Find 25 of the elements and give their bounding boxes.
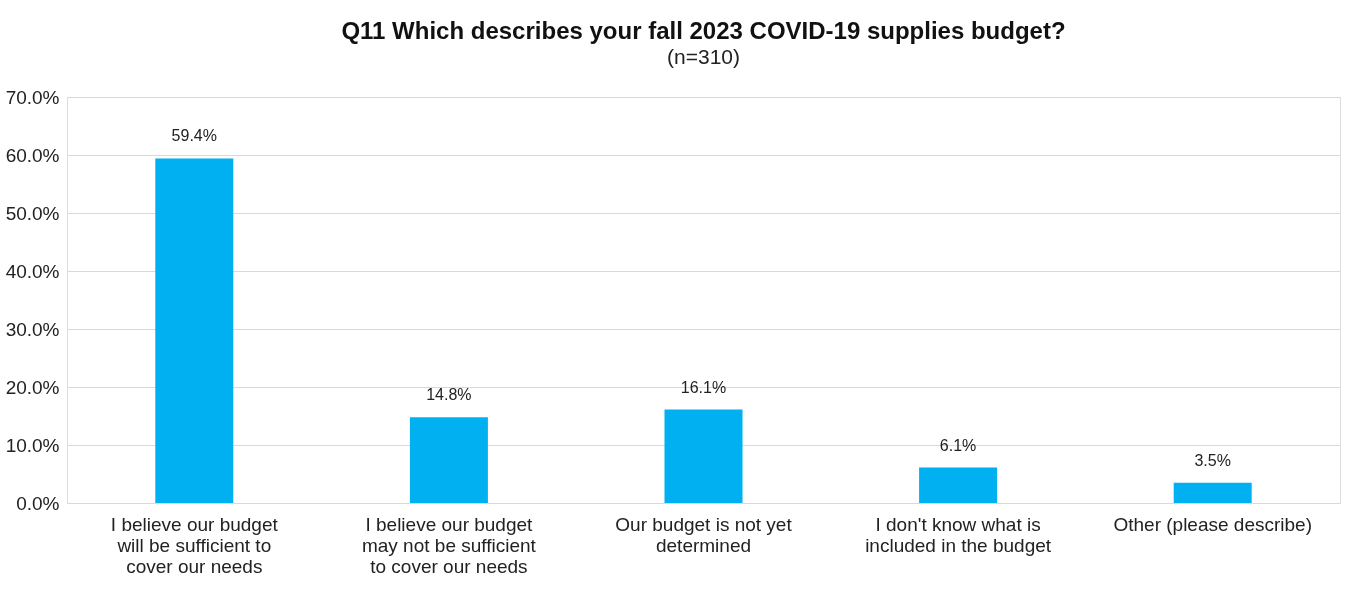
data-label: 6.1% xyxy=(939,436,977,454)
bar xyxy=(409,417,488,503)
y-tick-label: 10.0% xyxy=(5,434,60,456)
data-label: 3.5% xyxy=(1194,451,1231,469)
y-tick-label: 50.0% xyxy=(5,202,60,224)
y-tick-label: 30.0% xyxy=(5,318,60,340)
data-label: 16.1% xyxy=(680,378,727,396)
y-tick-label: 40.0% xyxy=(5,260,60,282)
y-tick-label: 60.0% xyxy=(5,144,60,166)
x-tick-label: Our budget is not yet determined xyxy=(615,513,793,556)
x-tick-label: I don't know what is included in the budget xyxy=(865,513,1052,556)
x-tick-label: Other (please describe) xyxy=(1113,513,1312,535)
data-label: 59.4% xyxy=(171,127,217,145)
chart-subtitle: (n=310) xyxy=(667,45,740,68)
bar xyxy=(155,158,234,503)
bar xyxy=(919,467,998,503)
y-tick-label: 70.0% xyxy=(5,86,60,108)
y-tick-label: 20.0% xyxy=(5,376,60,398)
bar xyxy=(664,409,743,503)
bar xyxy=(1173,482,1252,503)
x-tick-label: I believe our budget may not be sufficient to cover our needs xyxy=(361,513,537,577)
data-label: 14.8% xyxy=(426,386,472,404)
chart-title: Q11 Which describes your fall 2023 COVID-19 supplies budget? xyxy=(341,17,1066,44)
x-tick-label: I believe our budget will be sufficient to cover our needs xyxy=(110,513,279,577)
y-tick-label: 0.0% xyxy=(16,492,60,514)
